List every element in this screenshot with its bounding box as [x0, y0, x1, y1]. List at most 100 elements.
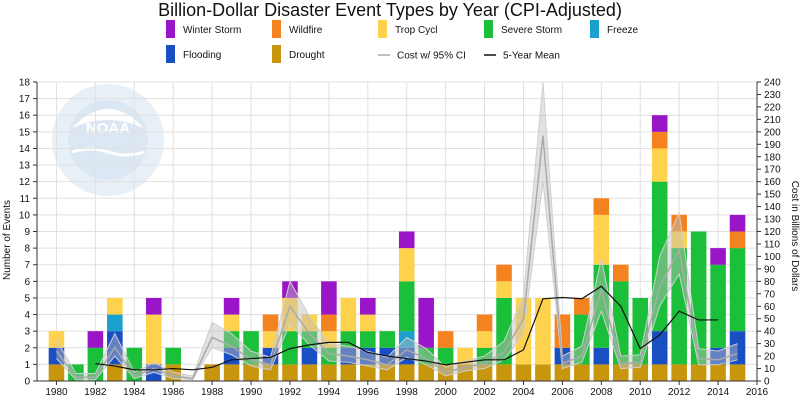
cost-ci-lower-line: [56, 181, 738, 381]
bar-severe-storm-2014: [710, 264, 726, 348]
y-tick-label: 18: [19, 78, 31, 89]
bar-severe-storm-2015: [729, 248, 746, 332]
bar-winter-storm-1992: [282, 281, 298, 298]
bar-wildfire-2011: [651, 131, 668, 149]
bar-flooding-1993: [301, 347, 318, 365]
bar-trop-cycl-2012: [671, 231, 687, 249]
y-tick-label: 10: [19, 210, 31, 221]
y2-axis-title: Cost in Billions of Dollars: [789, 181, 800, 292]
y-tick-label: 4: [24, 310, 30, 321]
y-tick-label: 16: [19, 111, 31, 122]
bar-drought-1992: [282, 364, 298, 381]
y2-tick-label: 40: [764, 327, 776, 338]
bar-drought-1988: [204, 364, 220, 381]
bar-drought-1996: [360, 364, 376, 381]
legend-label-5-year-mean: 5-Year Mean: [503, 51, 560, 62]
y2-tick-label: 70: [764, 289, 776, 300]
bar-trop-cycl-1998: [398, 248, 415, 282]
bar-drought-2010: [632, 364, 649, 381]
noaa-logo-bird: [72, 109, 144, 128]
bar-drought-2008: [593, 364, 610, 381]
bar-severe-storm-2003: [496, 297, 512, 365]
chart-legend: Winter Storm Wildfire Trop Cycl Severe Stor…: [166, 20, 639, 63]
bar-trop-cycl-2002: [476, 331, 493, 348]
y-axis-title: Number of Events: [2, 200, 13, 280]
legend-label-winter-storm: Winter Storm: [183, 25, 241, 36]
bar-severe-storm-1982: [87, 347, 104, 381]
x-tick-label: 2016: [746, 387, 769, 398]
y-tick-label: 15: [19, 127, 31, 138]
bar-drought-1994: [321, 364, 337, 381]
chart-title: Billion-Dollar Disaster Event Types by Y…: [158, 0, 622, 20]
x-tick-label: 2002: [473, 387, 496, 398]
y2-tick-label: 20: [764, 352, 776, 363]
bar-freeze-1983: [107, 314, 123, 332]
y2-tick-label: 0: [764, 377, 770, 388]
legend-label-cost-w-95-ci: Cost w/ 95% CI: [397, 51, 466, 62]
bar-wildfire-1991: [262, 314, 279, 332]
y2-tick-label: 10: [764, 364, 776, 375]
bar-severe-storm-1994: [321, 347, 337, 365]
bar-severe-storm-2000: [437, 347, 454, 365]
bar-trop-cycl-1996: [360, 314, 376, 332]
bar-wildfire-2003: [496, 264, 512, 282]
noaa-logo-text: NOAA: [86, 120, 130, 137]
y2-tick-label: 150: [764, 190, 781, 201]
bar-severe-storm-1993: [301, 331, 318, 348]
legend-swatch-flooding: [166, 45, 175, 63]
x-tick-label: 1982: [84, 387, 107, 398]
bar-freeze-1998: [398, 331, 415, 348]
bar-wildfire-2012: [671, 214, 687, 232]
bar-drought-1998: [398, 364, 415, 381]
x-tick-label: 1980: [45, 387, 68, 398]
y-tick-label: 6: [24, 277, 30, 288]
bar-trop-cycl-1989: [223, 314, 240, 332]
x-tick-label: 1990: [240, 387, 263, 398]
bar-wildfire-1994: [321, 314, 337, 332]
bar-trop-cycl-1992: [282, 297, 298, 332]
y2-tick-label: 50: [764, 314, 776, 325]
bar-winter-storm-2011: [651, 115, 668, 132]
legend-swatch-severe-storm: [484, 20, 493, 38]
bar-trop-cycl-1983: [107, 297, 123, 315]
bar-drought-1983: [107, 364, 123, 381]
bar-drought-2012: [671, 364, 687, 381]
x-tick-label: 1996: [357, 387, 380, 398]
y-tick-label: 13: [19, 161, 31, 172]
x-tick-label: 1994: [318, 387, 341, 398]
bar-flooding-1980: [48, 347, 65, 365]
y-tick-label: 8: [24, 244, 30, 255]
bar-drought-2011: [651, 364, 668, 381]
x-tick-label: 2006: [551, 387, 574, 398]
y-tick-label: 9: [24, 227, 30, 238]
legend-swatch-winter-storm: [166, 20, 175, 38]
bar-drought-1990: [243, 364, 259, 381]
bar-winter-storm-1999: [418, 297, 434, 348]
bar-severe-storm-1992: [282, 331, 298, 365]
y2-tick-label: 80: [764, 277, 776, 288]
bar-trop-cycl-2011: [651, 148, 668, 182]
bar-wildfire-2002: [476, 314, 493, 332]
bar-winter-storm-1998: [398, 231, 415, 249]
x-tick-label: 2012: [668, 387, 691, 398]
y2-tick-label: 30: [764, 339, 776, 350]
legend-label-severe-storm: Severe Storm: [501, 25, 562, 36]
y-tick-label: 11: [20, 194, 31, 205]
bar-trop-cycl-1980: [48, 331, 65, 348]
y2-tick-label: 190: [764, 140, 781, 151]
x-tick-label: 1986: [162, 387, 185, 398]
y2-tick-label: 60: [764, 302, 776, 313]
bar-drought-2004: [515, 364, 532, 381]
x-tick-label: 1992: [279, 387, 302, 398]
bar-drought-2015: [729, 364, 746, 381]
legend-label-trop-cycl: Trop Cycl: [395, 25, 437, 36]
x-tick-label: 2010: [629, 387, 652, 398]
bar-drought-2005: [535, 364, 551, 381]
lines-layer: [55, 81, 738, 381]
bar-winter-storm-2015: [729, 214, 746, 232]
five-year-mean-line: [95, 285, 719, 371]
y2-tick-label: 160: [764, 177, 781, 188]
y-tick-label: 3: [24, 327, 30, 338]
bar-severe-storm-2013: [690, 231, 707, 365]
